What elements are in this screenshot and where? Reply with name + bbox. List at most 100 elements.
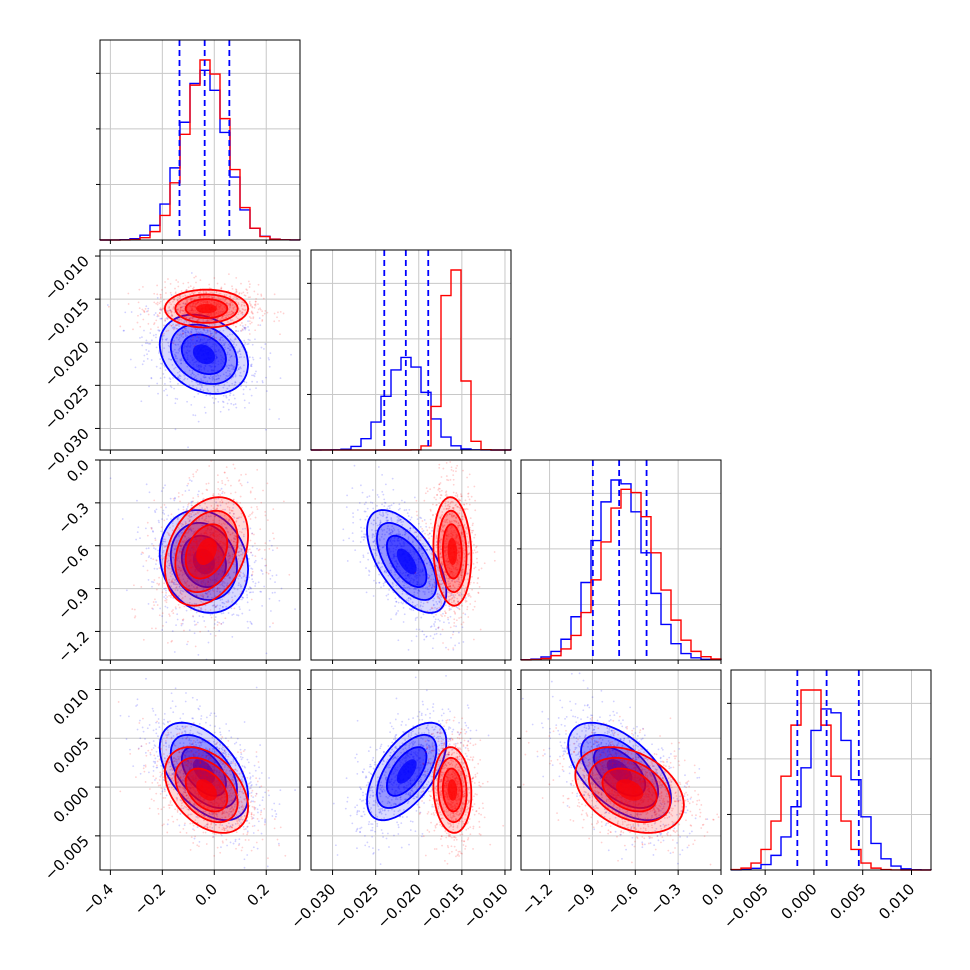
scatter-point [155, 365, 158, 368]
scatter-point [164, 365, 166, 368]
scatter-point [250, 363, 253, 366]
scatter-point [227, 364, 230, 367]
scatter-point [388, 589, 391, 591]
scatter-point [205, 488, 208, 491]
scatter-point [183, 378, 185, 381]
scatter-point [426, 610, 429, 613]
scatter-point [404, 532, 407, 535]
scatter-point [184, 303, 187, 305]
scatter-point [223, 471, 226, 474]
scatter-point [223, 342, 225, 345]
scatter-point [216, 504, 219, 507]
scatter-point [171, 581, 173, 584]
scatter-point [422, 545, 425, 547]
scatter-point [145, 339, 148, 342]
scatter-point [159, 377, 162, 380]
scatter-point [257, 308, 260, 311]
scatter-point [254, 372, 256, 375]
scatter-point [175, 336, 178, 339]
scatter-point [196, 319, 199, 322]
scatter-point [159, 541, 162, 544]
scatter-point [226, 387, 229, 390]
scatter-point [382, 545, 385, 548]
scatter-point [164, 292, 167, 294]
scatter-point [181, 511, 184, 514]
scatter-point [429, 635, 432, 637]
scatter-point [379, 519, 382, 522]
scatter-point [181, 333, 184, 336]
scatter-point [180, 598, 183, 601]
scatter-point [466, 578, 469, 581]
scatter-point [232, 498, 235, 501]
scatter-point [202, 594, 205, 597]
scatter-point [342, 528, 345, 531]
scatter-point [447, 585, 450, 588]
scatter-point [178, 550, 181, 553]
scatter-point [167, 344, 170, 347]
scatter-point [201, 593, 204, 596]
scatter-point [391, 530, 394, 533]
scatter-point [216, 282, 219, 285]
scatter-point [233, 538, 236, 541]
scatter-point [149, 328, 152, 330]
scatter-point [122, 329, 125, 332]
scatter-point [168, 578, 171, 581]
scatter-point [265, 652, 268, 655]
scatter-point [273, 320, 276, 323]
scatter-point [399, 533, 401, 535]
scatter-point [150, 377, 153, 380]
scatter-point [220, 523, 223, 526]
scatter-point [248, 320, 251, 323]
scatter-point [354, 549, 357, 552]
scatter-point [175, 594, 178, 597]
scatter-point [432, 615, 435, 618]
scatter-point [177, 568, 180, 571]
scatter-point [191, 338, 194, 341]
scatter-point [172, 612, 175, 615]
scatter-point [231, 382, 234, 385]
scatter-point [467, 563, 470, 566]
scatter-point [230, 528, 233, 530]
scatter-point [463, 523, 466, 526]
scatter-point [187, 529, 190, 532]
scatter-point [158, 329, 161, 332]
scatter-point [457, 498, 460, 501]
scatter-point [193, 291, 196, 294]
scatter-point [155, 333, 157, 336]
scatter-point [182, 508, 185, 511]
scatter-point [180, 335, 183, 337]
scatter-point [142, 318, 145, 321]
scatter-point [438, 600, 441, 603]
scatter-point [196, 336, 199, 339]
scatter-point [172, 597, 175, 599]
scatter-point [379, 511, 381, 513]
scatter-point [467, 492, 470, 495]
scatter-point [377, 466, 380, 468]
scatter-point [156, 303, 159, 306]
scatter-point [268, 597, 271, 600]
scatter-point [179, 309, 182, 311]
scatter-point [439, 541, 441, 544]
scatter-point [433, 623, 435, 625]
scatter-point [163, 503, 166, 506]
scatter-point [461, 515, 464, 518]
scatter-point [260, 293, 263, 296]
scatter-point [224, 346, 226, 349]
scatter-point [223, 585, 226, 588]
scatter-point [170, 518, 172, 520]
scatter-point [170, 596, 172, 599]
scatter-point [156, 604, 159, 606]
scatter-point [177, 299, 179, 302]
scatter-point [209, 291, 212, 294]
scatter-point [187, 502, 190, 505]
scatter-point [426, 588, 429, 591]
scatter-point [190, 373, 192, 376]
scatter-point [162, 571, 164, 574]
scatter-point [390, 564, 393, 567]
scatter-point [252, 358, 255, 361]
scatter-point [178, 374, 181, 376]
scatter-point [432, 599, 435, 602]
scatter-point [397, 533, 400, 536]
scatter-point [221, 580, 223, 583]
scatter-point [173, 651, 176, 653]
